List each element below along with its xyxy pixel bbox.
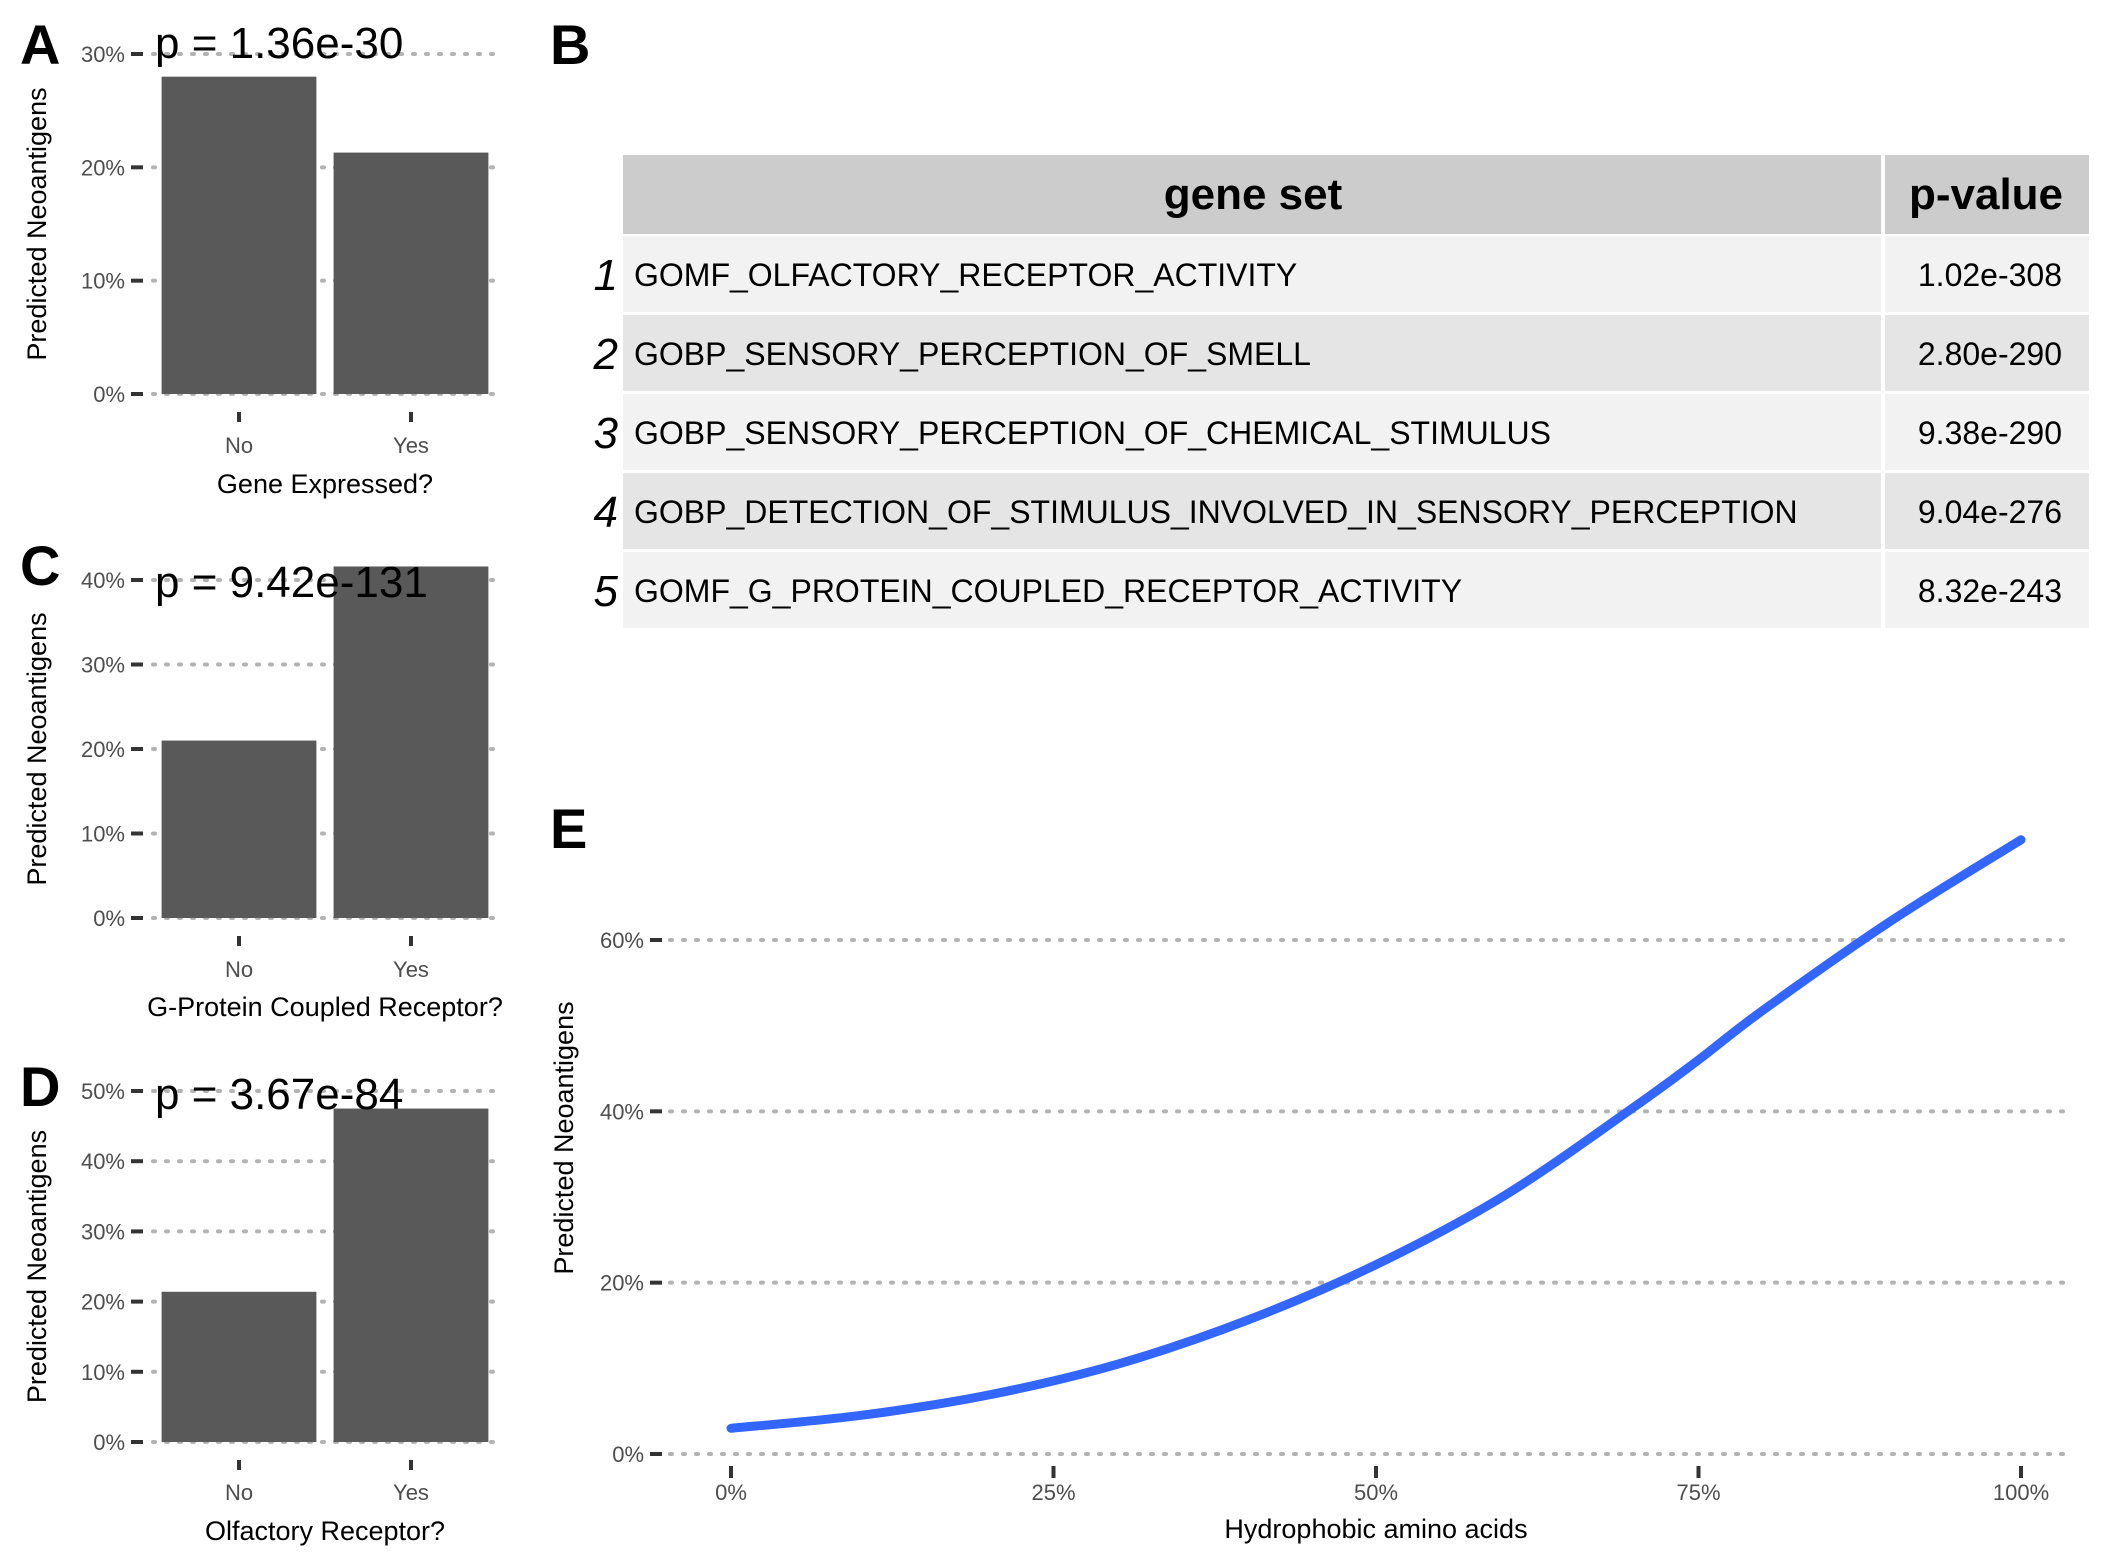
bar-yes: [333, 1108, 489, 1442]
bar-no: [161, 76, 317, 395]
y-tick-label: 50%: [81, 1079, 125, 1104]
y-tick-label: 40%: [600, 1099, 644, 1124]
table-row-cell: [623, 473, 1881, 549]
panel-letter: C: [20, 534, 60, 597]
panel-d: 0% 10% 20% 30% 40% 50% No Yes Olfactory Receptor…: [20, 1055, 499, 1546]
y-tick-label: 0%: [93, 382, 125, 407]
table-row-index: 2: [593, 330, 618, 379]
y-tick-label: 40%: [81, 568, 125, 593]
x-tick-label: Yes: [393, 433, 429, 458]
table-gene-set: GOBP_SENSORY_PERCEPTION_OF_CHEMICAL_STIM…: [634, 415, 1551, 451]
panel-c: 0% 10% 20% 30% 40% No Yes G-Protein Coupled Rec…: [20, 534, 503, 1022]
x-axis-title: Olfactory Receptor?: [205, 1516, 445, 1546]
table-row-cell: [623, 315, 1881, 391]
x-tick-label: No: [225, 957, 253, 982]
panel-letter: B: [550, 13, 590, 76]
table-row-cell: [623, 394, 1881, 470]
panel-a: 0% 10% 20% 30% No Yes Gene Expressed? Predicted…: [20, 13, 499, 499]
p-value-annotation: p = 9.42e-131: [155, 558, 428, 607]
y-tick-label: 20%: [600, 1271, 644, 1296]
table-row-cell: [1885, 473, 2089, 549]
table-row-cell: [1885, 236, 2089, 312]
x-tick-label: Yes: [393, 1480, 429, 1505]
x-axis-title: Hydrophobic amino acids: [1224, 1514, 1527, 1544]
table-gene-set: GOBP_SENSORY_PERCEPTION_OF_SMELL: [634, 336, 1311, 372]
table-gene-set: GOMF_G_PROTEIN_COUPLED_RECEPTOR_ACTIVITY: [634, 573, 1462, 609]
table-header-cell: [623, 155, 1881, 234]
table-header-gene-set: gene set: [1164, 170, 1343, 219]
table-row-index: 5: [594, 567, 619, 616]
y-axis-title: Predicted Neoantigens: [22, 612, 52, 885]
table-row-cell: [623, 236, 1881, 312]
p-value-annotation: p = 1.36e-30: [155, 19, 403, 68]
bar-no: [161, 740, 317, 918]
y-axis-title: Predicted Neoantigens: [22, 87, 52, 360]
table-header-cell: [1885, 155, 2089, 234]
panel-letter: E: [550, 797, 587, 860]
table-header-p-value: p-value: [1909, 170, 2063, 219]
x-tick-label: 100%: [1993, 1480, 2049, 1505]
panel-letter: D: [20, 1055, 60, 1118]
y-tick-label: 30%: [81, 1219, 125, 1244]
y-tick-label: 20%: [81, 1290, 125, 1315]
y-tick-label: 0%: [612, 1442, 644, 1467]
x-tick-label: 50%: [1354, 1480, 1398, 1505]
y-tick-label: 20%: [81, 737, 125, 762]
series-line: [726, 835, 2026, 1433]
table-row-cell: [1885, 552, 2089, 628]
table-gene-set: GOBP_DETECTION_OF_STIMULUS_INVOLVED_IN_S…: [634, 494, 1798, 530]
x-tick-label: No: [225, 433, 253, 458]
table-p-value: 2.80e-290: [1918, 336, 2062, 372]
table-row-index: 4: [594, 488, 618, 537]
y-tick-label: 30%: [81, 653, 125, 678]
bar-no: [161, 1291, 317, 1442]
bar-yes: [333, 152, 489, 394]
table-p-value: 1.02e-308: [1918, 257, 2062, 293]
table-gene-set: GOMF_OLFACTORY_RECEPTOR_ACTIVITY: [634, 257, 1297, 293]
x-tick-label: 0%: [715, 1480, 747, 1505]
p-value-annotation: p = 3.67e-84: [155, 1070, 403, 1119]
y-tick-label: 40%: [81, 1149, 125, 1174]
y-tick-label: 10%: [81, 822, 125, 847]
table-p-value: 9.04e-276: [1918, 494, 2062, 530]
y-tick-label: 0%: [93, 906, 125, 931]
panel-e: 0% 20% 40% 60% 0% 25% 50% 75% 100% Hydrophobic am…: [549, 797, 2075, 1544]
y-tick-label: 0%: [93, 1430, 125, 1455]
table-row-index: 1: [594, 251, 618, 300]
y-tick-label: 10%: [81, 269, 125, 294]
table-row-cell: [1885, 315, 2089, 391]
y-tick-label: 10%: [81, 1360, 125, 1385]
x-tick-label: 25%: [1031, 1480, 1075, 1505]
table-row-cell: [1885, 394, 2089, 470]
x-tick-label: Yes: [393, 957, 429, 982]
table-row-index: 3: [594, 409, 619, 458]
y-axis-title: Predicted Neoantigens: [22, 1130, 52, 1403]
y-axis-title: Predicted Neoantigens: [549, 1001, 579, 1274]
x-axis-title: Gene Expressed?: [217, 469, 433, 499]
panel-letter: A: [20, 13, 60, 76]
table-p-value: 8.32e-243: [1918, 573, 2062, 609]
x-tick-label: 75%: [1676, 1480, 1720, 1505]
table-row-cell: [623, 552, 1881, 628]
x-tick-label: No: [225, 1480, 253, 1505]
y-tick-label: 60%: [600, 928, 644, 953]
bar-yes: [333, 566, 489, 918]
table-p-value: 9.38e-290: [1918, 415, 2062, 451]
y-tick-label: 30%: [81, 42, 125, 67]
y-tick-label: 20%: [81, 155, 125, 180]
x-axis-title: G-Protein Coupled Receptor?: [147, 992, 503, 1022]
